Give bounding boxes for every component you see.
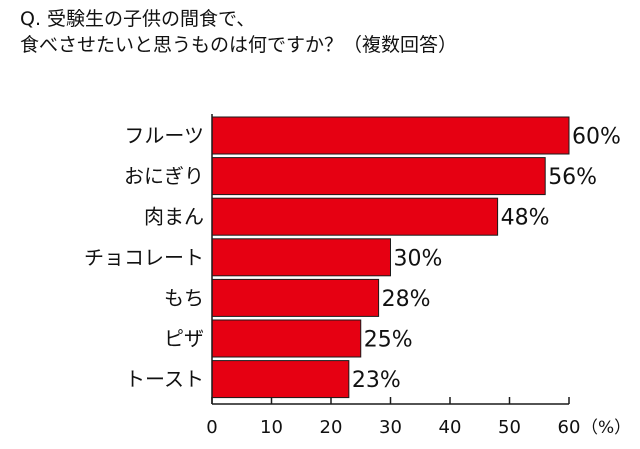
x-axis-unit-label: （%） xyxy=(581,418,631,438)
bar xyxy=(211,278,380,317)
data-label: 56% xyxy=(548,165,597,190)
x-tick-label: 40 xyxy=(439,417,462,438)
bar xyxy=(211,197,499,236)
bar xyxy=(211,238,391,277)
category-label: ピザ xyxy=(164,327,204,351)
x-tick-label: 50 xyxy=(498,417,521,438)
bars-group: フルーツ 60% おにぎり 56% 肉まん 48% チョコレート 30% もち 28% ピザ 25% ト… xyxy=(84,116,621,399)
data-label: 23% xyxy=(352,368,401,393)
category-label: もち xyxy=(164,286,204,310)
data-label: 25% xyxy=(364,328,413,353)
category-label: チョコレート xyxy=(84,245,204,269)
chart-title-line-1: Q. 受験生の子供の間食で、 xyxy=(20,8,256,30)
x-tick-label: 0 xyxy=(206,417,217,438)
x-tick-label: 10 xyxy=(260,417,283,438)
x-tick-label: 30 xyxy=(379,417,402,438)
category-label: トースト xyxy=(125,367,204,391)
chart-title: Q. 受験生の子供の間食で、 食べさせたいと思うものは何ですか？（複数回答） xyxy=(20,6,457,58)
data-label: 28% xyxy=(382,287,431,312)
x-axis: 0 10 20 30 40 50 60 （%） xyxy=(206,114,631,438)
chart-title-line-2: 食べさせたいと思うものは何ですか？（複数回答） xyxy=(20,34,458,56)
category-label: フルーツ xyxy=(124,124,204,148)
x-tick-label: 20 xyxy=(320,417,343,438)
category-label: 肉まん xyxy=(144,205,204,229)
category-label: おにぎり xyxy=(124,164,204,188)
data-label: 60% xyxy=(572,125,621,150)
data-label: 48% xyxy=(501,206,550,231)
x-tick-label: 60 xyxy=(558,417,581,438)
bar xyxy=(211,360,350,399)
bar xyxy=(211,319,362,358)
bar xyxy=(211,116,570,155)
bar xyxy=(211,157,546,196)
data-label: 30% xyxy=(394,246,443,271)
